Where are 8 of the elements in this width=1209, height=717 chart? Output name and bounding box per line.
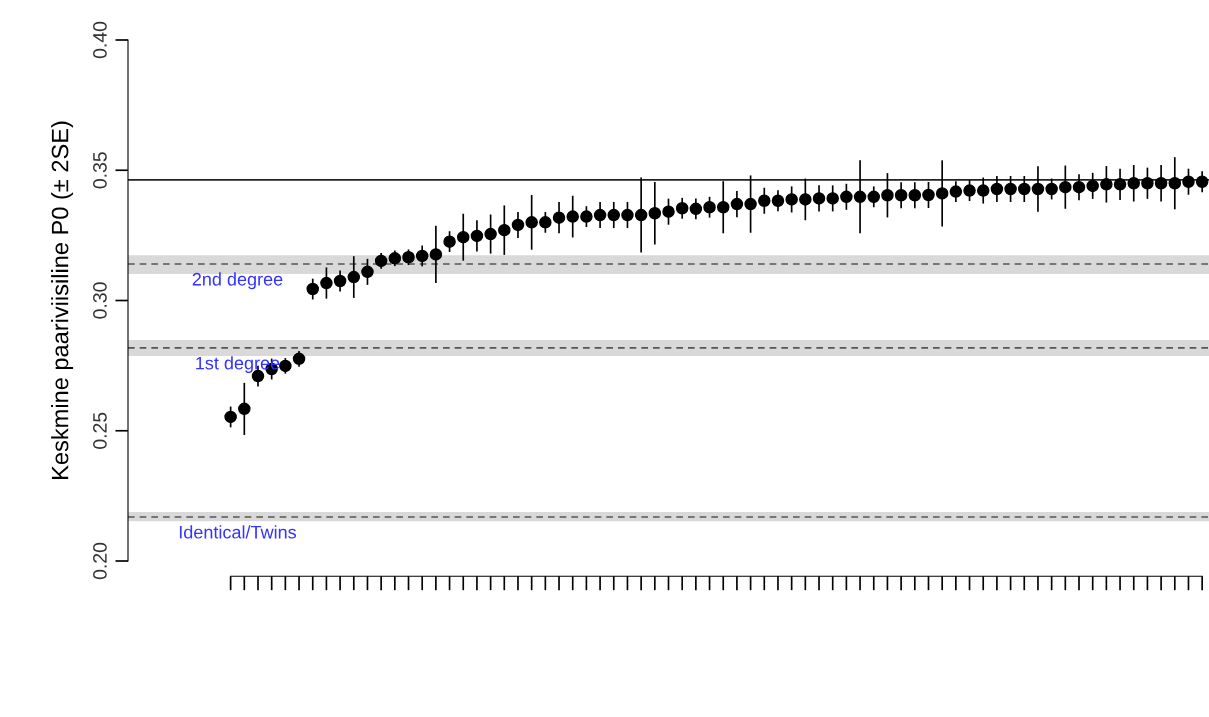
ref-line-label: 2nd degree	[192, 272, 283, 290]
y-tick-label: 0.40	[93, 21, 107, 59]
y-tick-label: 0.20	[93, 542, 107, 580]
y-tick-label: 0.25	[93, 412, 107, 449]
y-tick-label: 0.35	[93, 152, 107, 189]
y-axis-title: Keskmine paariviisiline P0 (± 2SE)	[51, 121, 74, 479]
y-tick-label: 0.30	[93, 282, 107, 319]
ref-line-label: Identical/Twins	[179, 525, 297, 539]
